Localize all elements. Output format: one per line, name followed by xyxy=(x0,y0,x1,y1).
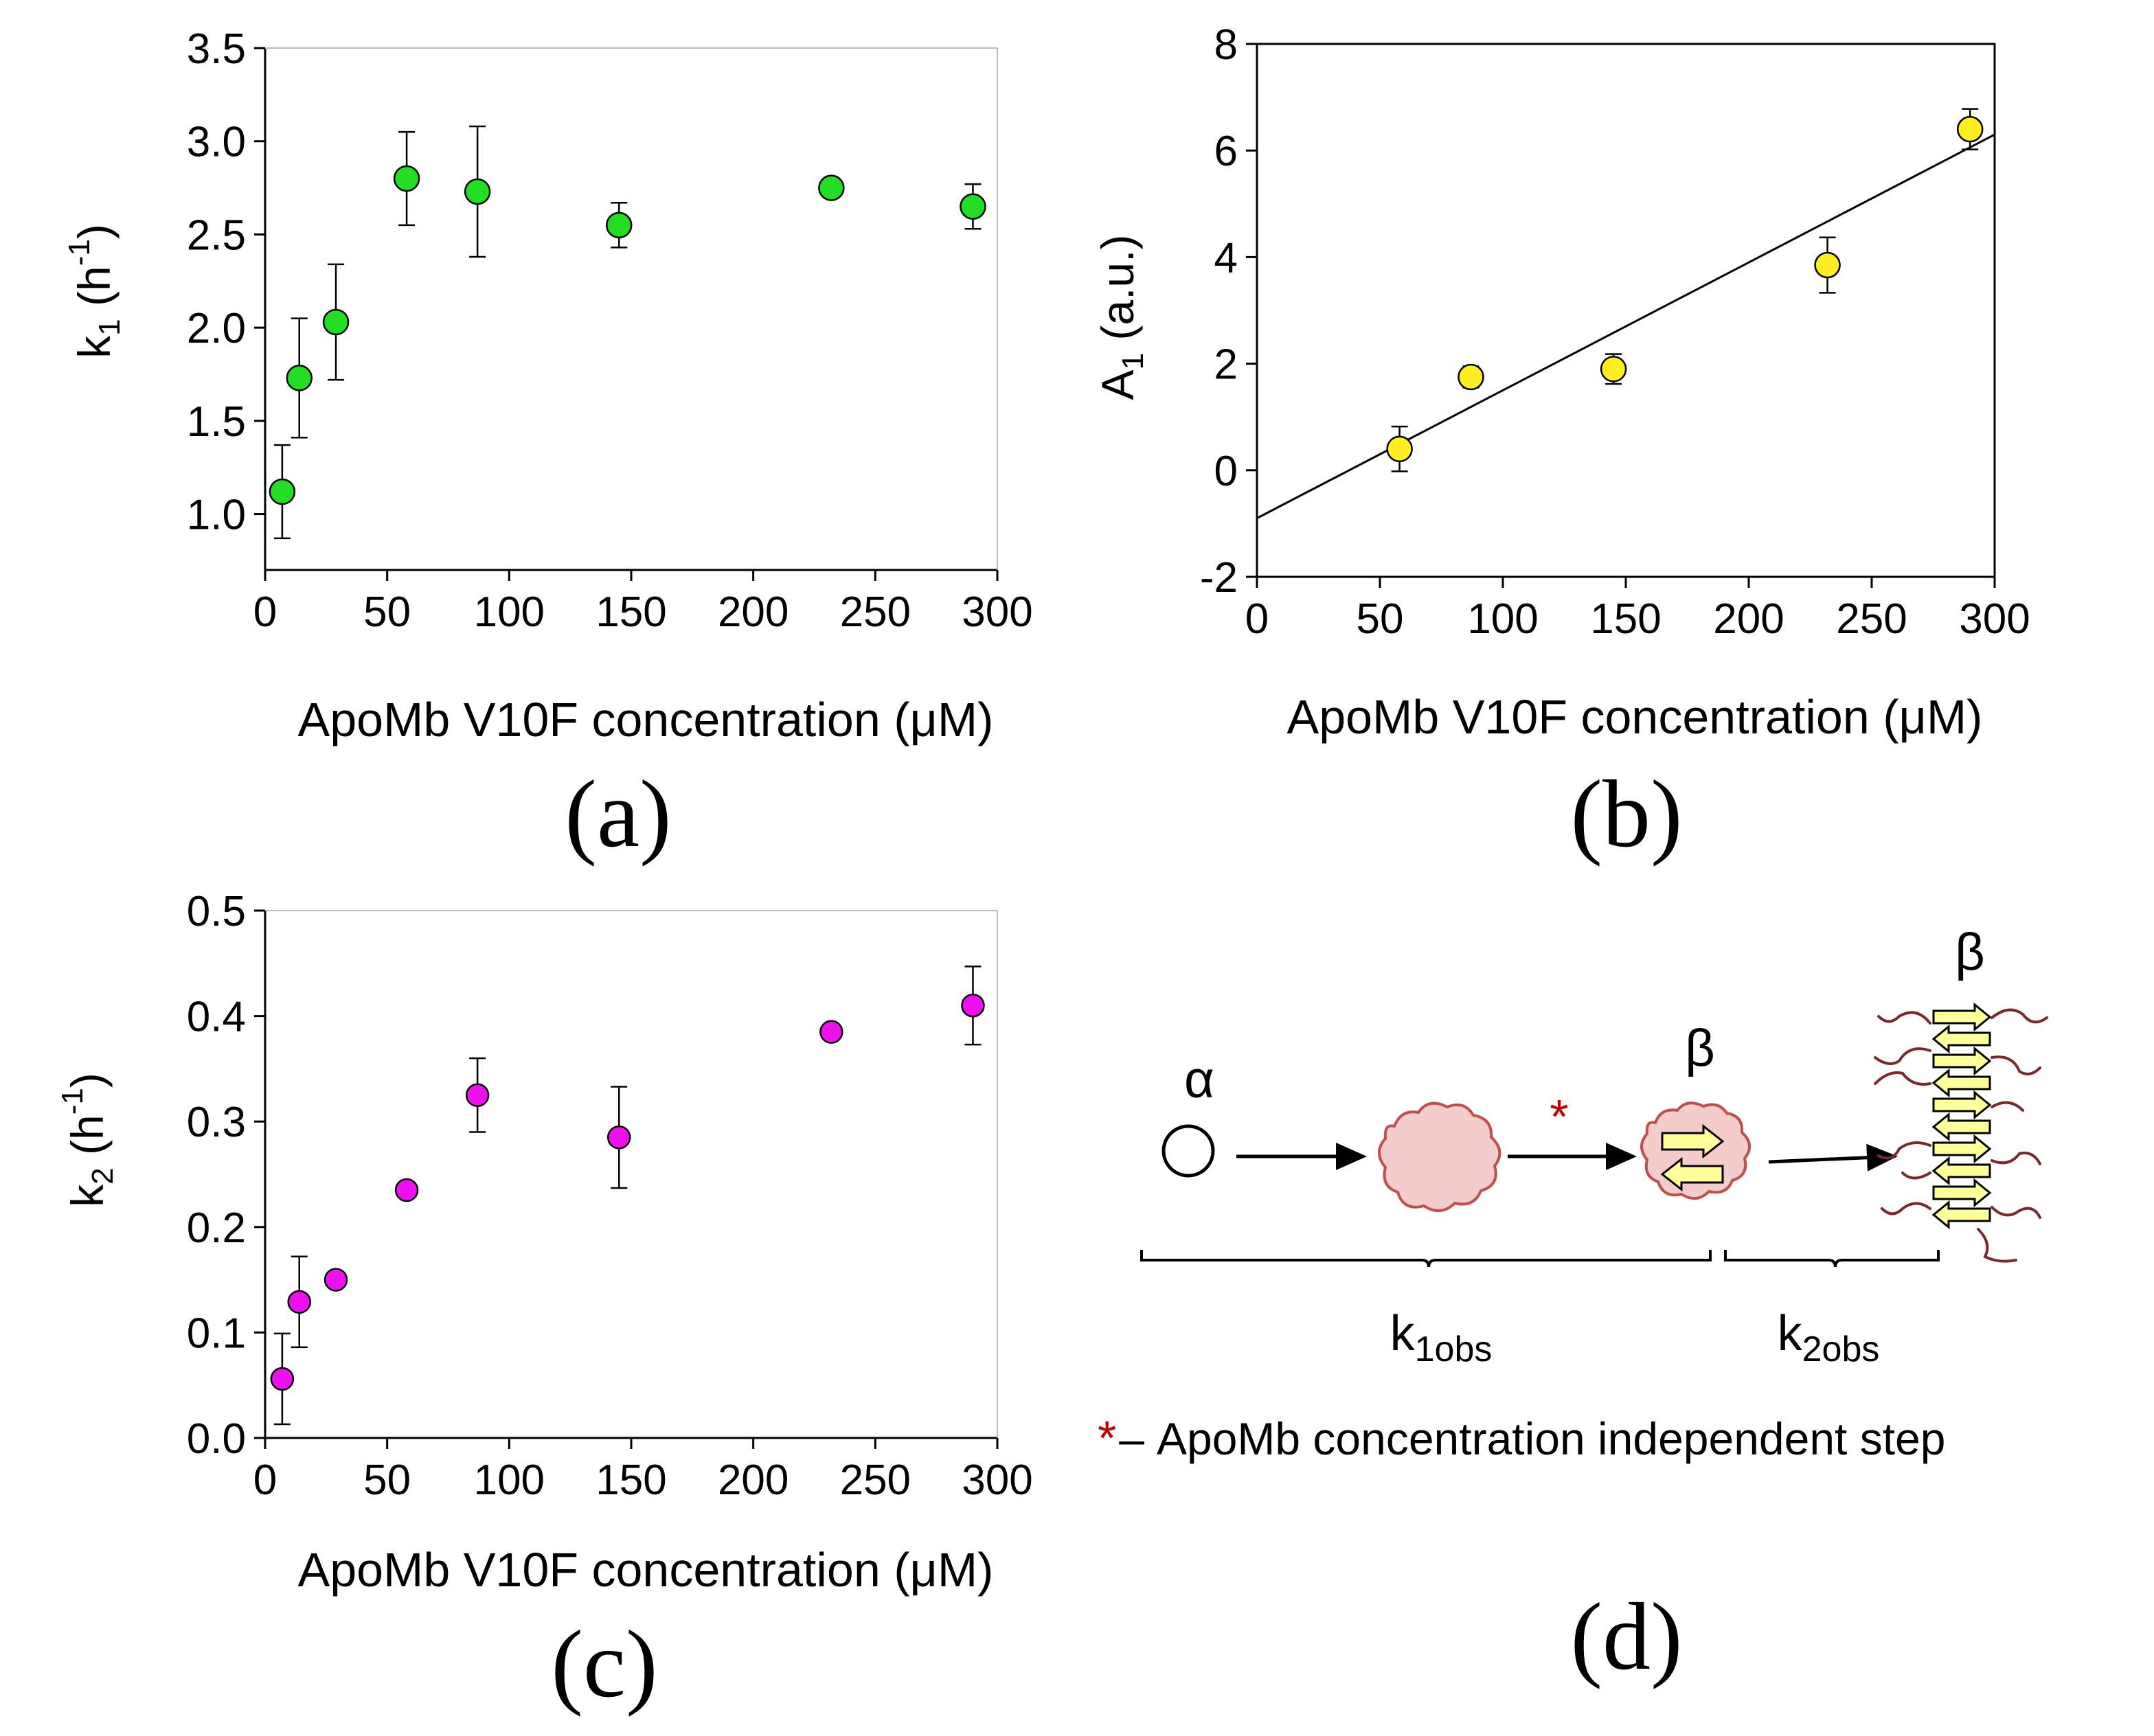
molten-globule-blob-icon xyxy=(1378,1101,1501,1212)
panel-c-label: (c) xyxy=(551,1611,657,1717)
panel-a-xtick-label: 250 xyxy=(840,589,911,636)
panel-a-data-point xyxy=(393,165,420,192)
panel-b-data-point xyxy=(1600,356,1627,382)
panel-b-data-point xyxy=(1458,363,1484,391)
panel-c-ytick-label: 0.4 xyxy=(187,994,246,1041)
panel-c-data-point xyxy=(270,1367,295,1391)
panel-b-fit-line xyxy=(1256,133,1995,519)
beta-fibril-label: β xyxy=(1955,923,1985,981)
panel-b-xtick-label: 300 xyxy=(1959,595,2030,643)
panel-b-ytick-label: 6 xyxy=(1214,128,1238,175)
panel-c-xtick-label: 300 xyxy=(962,1457,1032,1504)
k2-brace-icon xyxy=(1724,1250,1940,1268)
panel-c-xtick-label: 150 xyxy=(596,1457,666,1504)
panel-a-data-point xyxy=(286,365,313,391)
panel-c-data-point xyxy=(394,1178,419,1202)
panel-c-xlabel: ApoMb V10F concentration (μM) xyxy=(298,1543,994,1597)
panel-b-ytick-label: 8 xyxy=(1214,21,1238,69)
beta-intermediate-label: β xyxy=(1685,1019,1715,1077)
panel-c-ytick-label: 0.2 xyxy=(187,1204,246,1252)
panel-b-data-point xyxy=(1386,435,1413,463)
panel-b-label: (b) xyxy=(1570,761,1682,867)
panel-c-xtick-label: 200 xyxy=(718,1457,789,1504)
panel-c-data-point xyxy=(606,1125,631,1150)
panel-a-ytick-label: 1.5 xyxy=(187,398,246,446)
panel-b-xtick-label: 200 xyxy=(1713,595,1784,643)
panel-c-data-point xyxy=(287,1290,311,1314)
panel-a-data-point xyxy=(960,193,986,220)
alpha-label: α xyxy=(1184,1051,1214,1109)
panel-a-xtick-label: 0 xyxy=(253,589,277,636)
panel-c-data-point xyxy=(324,1268,348,1292)
panel-b-xtick-label: 50 xyxy=(1357,595,1404,643)
arrow-3-icon xyxy=(1768,1143,1898,1172)
panel-b-ytick-label: 0 xyxy=(1214,448,1238,495)
legend-dash: – xyxy=(1119,1413,1144,1464)
panel-b-ylabel: A1 (a.u.) xyxy=(1092,235,1150,400)
panel-c-xtick-label: 100 xyxy=(474,1457,545,1504)
panel-a-label: (a) xyxy=(565,761,671,867)
panel-c-chart: k2 (h-1) ApoMb V10F concentration (μM) (… xyxy=(56,888,1033,1717)
panel-a-xtick-label: 200 xyxy=(718,589,789,636)
beta-intermediate-blob-icon xyxy=(1640,1101,1751,1200)
panel-a-data-point xyxy=(322,308,350,336)
panel-a-xtick-label: 300 xyxy=(962,589,1032,636)
panel-d-label: (d) xyxy=(1570,1584,1682,1690)
panel-a-data-point xyxy=(818,174,845,201)
panel-a-xtick-label: 50 xyxy=(363,589,411,636)
panel-a-ytick-label: 3.5 xyxy=(187,25,246,73)
panel-b-xtick-label: 250 xyxy=(1836,595,1907,643)
k1obs-label: k1obs xyxy=(1390,1306,1493,1369)
panel-b-xlabel: ApoMb V10F concentration (μM) xyxy=(1287,690,1983,744)
alpha-monomer-icon xyxy=(1161,1124,1215,1178)
panel-a-data-point xyxy=(269,478,296,505)
panel-b-frame xyxy=(1256,43,1996,578)
panel-a-ytick-label: 3.0 xyxy=(187,119,246,166)
panel-b-ytick-label: 4 xyxy=(1214,234,1238,282)
panel-a-chart: k1 (h-1) ApoMb V10F concentration (μM) (… xyxy=(63,25,1033,867)
panel-c-ytick-label: 0.0 xyxy=(187,1415,246,1463)
beta-sheet-arrows-icon xyxy=(1660,1123,1725,1192)
panel-a-ytick-label: 2.5 xyxy=(187,212,246,259)
panel-a-xlabel: ApoMb V10F concentration (μM) xyxy=(298,693,994,746)
panel-c-xtick-label: 50 xyxy=(363,1457,411,1504)
panel-b-ytick-label: 2 xyxy=(1214,341,1238,389)
panel-a-ytick-label: 1.0 xyxy=(187,492,246,539)
panel-b-xtick-label: 100 xyxy=(1467,595,1538,643)
panel-b-xtick-label: 0 xyxy=(1245,595,1269,643)
panel-c-xtick-label: 0 xyxy=(253,1457,277,1504)
panel-a-xtick-label: 100 xyxy=(474,589,545,636)
panel-b-data-point xyxy=(1814,251,1841,279)
panel-c-ytick-label: 0.5 xyxy=(187,888,246,935)
panel-a-ylabel: k1 (h-1) xyxy=(63,224,126,358)
k2obs-label: k2obs xyxy=(1778,1306,1880,1369)
fibril-icon xyxy=(1874,1002,2048,1263)
legend-star: * xyxy=(1098,1411,1116,1465)
panel-c-ytick-label: 0.1 xyxy=(187,1310,246,1357)
panel-a-data-point xyxy=(464,178,491,205)
panel-b-xtick-label: 150 xyxy=(1590,595,1661,643)
k1-brace-icon xyxy=(1140,1250,1712,1268)
panel-c-data-point xyxy=(819,1020,843,1044)
star-marker: * xyxy=(1550,1090,1568,1143)
panel-c-xtick-label: 250 xyxy=(840,1457,911,1504)
panel-a-xtick-label: 150 xyxy=(596,589,666,636)
panel-c-data-point xyxy=(465,1083,490,1108)
legend-line: *– ApoMb concentration independent step xyxy=(1098,1411,1945,1465)
legend-text: ApoMb concentration independent step xyxy=(1157,1413,1946,1464)
panel-c-ylabel: k2 (h-1) xyxy=(56,1073,120,1207)
panel-b-ytick-label: -2 xyxy=(1200,554,1238,602)
panel-a-data-point xyxy=(605,212,633,239)
panel-c-ytick-label: 0.3 xyxy=(187,1099,246,1146)
panel-b-chart: A1 (a.u.) ApoMb V10F concentration (μM) … xyxy=(1092,21,2030,867)
panel-b-data-point xyxy=(1956,115,1984,143)
panel-c-data-point xyxy=(961,993,985,1018)
panel-a-ytick-label: 2.0 xyxy=(187,305,246,352)
panel-d-scheme: α * β β xyxy=(1098,923,2048,1690)
